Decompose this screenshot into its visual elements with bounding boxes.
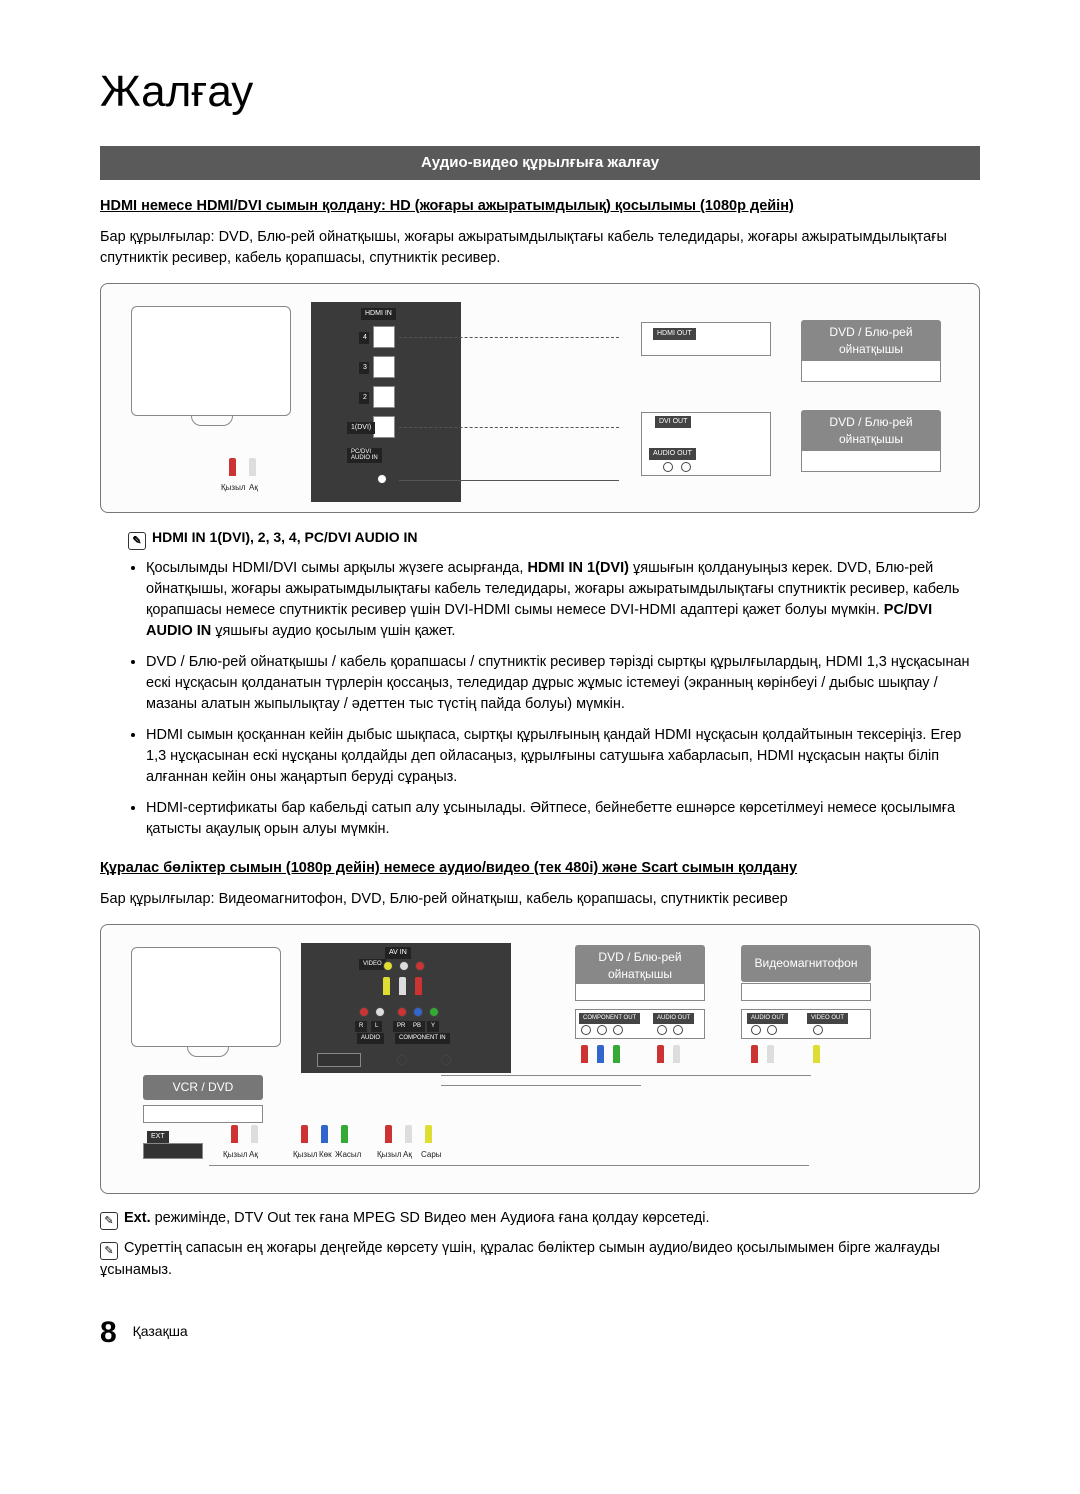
bullet-item: HDMI сымын қосқаннан кейін дыбыс шықпаса… [146,725,980,788]
note-picture-text: Суреттің сапасын ең жоғары деңгейде көрс… [100,1240,940,1278]
note-heading-hdmi: HDMI IN 1(DVI), 2, 3, 4, PC/DVI AUDIO IN [152,529,418,545]
label-video-out: VIDEO OUT [807,1013,848,1024]
note-ext-text: режимінде, DTV Out тек ғана MPEG SD Виде… [151,1210,710,1226]
language-label: Қазақша [133,1323,188,1339]
note-ext-prefix: Ext. [124,1210,151,1226]
label-pr: PR [393,1021,409,1032]
label-y: Y [427,1021,439,1032]
diagram-component-connection: VCR / DVD EXT AV IN VIDEO R L PR PB Y AU… [100,924,980,1194]
label-port4: 4 [359,332,369,344]
label-port3: 3 [359,362,369,374]
note-icon: ✎ [100,1212,118,1230]
device-label-bluray-1: DVD / Блю-рей ойнатқышы [801,320,941,363]
note-ext-mode: ✎ Ext. режимінде, DTV Out тек ғана MPEG S… [100,1208,980,1230]
label-component-out: COMPONENT OUT [579,1013,640,1024]
note-picture-quality: ✎Суреттің сапасын ең жоғары деңгейде көр… [100,1238,980,1281]
bullet-item: DVD / Блю-рей ойнатқышы / кабель қорапша… [146,652,980,715]
label-av-in: AV IN [385,947,411,959]
label-component-in: COMPONENT IN [395,1033,450,1044]
bullet-item: Қосылымды HDMI/DVI сымы арқылы жүзеге ас… [146,558,980,642]
label-color-white-2: Ақ [249,1149,258,1161]
label-port2: 2 [359,392,369,404]
note-block-hdmi: ✎ HDMI IN 1(DVI), 2, 3, 4, PC/DVI AUDIO I… [100,527,980,840]
label-audio: AUDIO [357,1033,384,1044]
label-color-red-1: Қызыл [221,482,246,494]
label-color-blue: Көк [319,1149,332,1161]
label-color-white-3: Ақ [403,1149,412,1161]
label-color-green: Жасыл [335,1149,361,1161]
label-pc-dvi-audio: PC/DVI AUDIO IN [347,448,382,463]
sub-heading-hdmi: HDMI немесе HDMI/DVI сымын қолдану: HD (… [100,196,980,217]
label-audio-out-1: AUDIO OUT [649,448,696,460]
label-audio-out-3: AUDIO OUT [747,1013,788,1024]
bullet-list-hdmi: Қосылымды HDMI/DVI сымы арқылы жүзеге ас… [100,558,980,840]
label-color-red-2: Қызыл [223,1149,248,1161]
label-hdmi-out: HDMI OUT [653,328,696,340]
label-color-yellow: Сары [421,1149,442,1161]
bullet-item: HDMI-сертификаты бар кабельді сатып алу … [146,798,980,840]
page-title: Жалғау [100,60,980,124]
note-icon: ✎ [100,1242,118,1260]
label-video: VIDEO [359,959,386,970]
device-label-bluray-3: DVD / Блю-рей ойнатқышы [575,945,705,988]
page-footer: 8 Қазақша [100,1311,980,1355]
label-ext: EXT [147,1131,169,1143]
sub-heading-component: Құралас бөліктер сымын (1080p дейін) нем… [100,858,980,879]
label-r: R [355,1021,367,1032]
diagram-hdmi-connection: HDMI IN 4 3 2 1(DVI) PC/DVI AUDIO IN HDM… [100,283,980,513]
paragraph-hdmi-devices: Бар құрылғылар: DVD, Блю-рей ойнатқышы, … [100,227,980,269]
label-port1-dvi: 1(DVI) [347,422,375,434]
label-hdmi-in: HDMI IN [361,308,396,320]
label-l: L [371,1021,382,1032]
page-number: 8 [100,1311,117,1355]
label-audio-out-2: AUDIO OUT [653,1013,694,1024]
label-pb: PB [409,1021,425,1032]
label-color-red-3: Қызыл [293,1149,318,1161]
paragraph-component-devices: Бар құрылғылар: Видеомагнитофон, DVD, Бл… [100,889,980,910]
label-dvi-out: DVI OUT [655,416,691,428]
device-label-bluray-2: DVD / Блю-рей ойнатқышы [801,410,941,453]
label-color-white-1: Ақ [249,482,258,494]
device-label-vcr: Видеомагнитофон [741,945,871,982]
label-color-red-4: Қызыл [377,1149,402,1161]
section-header-bar: Аудио-видео құрылғыға жалғау [100,146,980,180]
label-vcr-dvd: VCR / DVD [143,1075,263,1100]
note-icon: ✎ [128,532,146,550]
